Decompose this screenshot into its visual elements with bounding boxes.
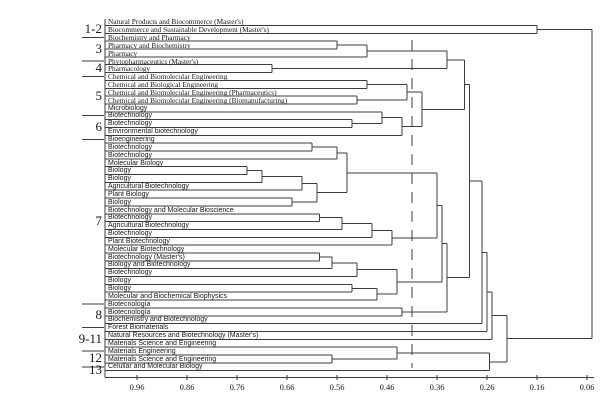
leaf-label: Plant Biotechnology xyxy=(108,237,170,245)
axis-tick-label: 0.16 xyxy=(529,382,545,392)
leaf-label: Biocommerce and Sustainable Development … xyxy=(108,25,269,35)
group-number-label: 4 xyxy=(95,60,103,76)
leaf-label: Agricultural Biotechnology xyxy=(108,183,189,191)
group-number-label: 8 xyxy=(95,307,103,323)
axis-tick-label: 0.36 xyxy=(429,382,445,392)
group-number-label: 13 xyxy=(89,362,102,378)
leaf-label: Biology xyxy=(108,175,131,183)
leaf-label: Biotechnology (Master's) xyxy=(108,253,185,261)
axis-tick-label: 0.46 xyxy=(379,382,395,392)
leaf-label: Chemical and Biomolecular Engineering xyxy=(108,72,228,82)
leaf-label: Biotechnology xyxy=(108,230,152,238)
leaf-label: Chemical and Biological Engineering xyxy=(108,80,219,90)
leaf-label: Chemical and Biomolecular Engineering (P… xyxy=(108,87,277,97)
leaf-label: Biology xyxy=(108,198,131,206)
leaf-label: Biology and Biotechnology xyxy=(108,261,191,269)
leaf-label: Phytopharmaceutics (Master's) xyxy=(108,56,199,66)
leaf-label: Natural Resources and Biotechnology (Mas… xyxy=(108,332,259,340)
group-number-label: 12 xyxy=(89,350,102,366)
leaf-label: Forest Biomaterials xyxy=(108,324,169,332)
leaf-label: Molecular Biology xyxy=(108,159,164,167)
axis-tick-label: 0.56 xyxy=(329,382,345,392)
leaf-label: Biotecnología xyxy=(108,300,151,308)
leaf-label: Biochemistry and Pharmacy xyxy=(108,32,191,42)
leaf-label: Bioengineering xyxy=(108,135,155,143)
leaf-label: Molecular Biotechnology xyxy=(108,245,185,253)
leaf-label: Biology xyxy=(108,285,131,293)
group-number-label: 6 xyxy=(95,118,103,134)
leaf-label: Biology xyxy=(108,277,131,285)
group-number-label: 1-2 xyxy=(84,20,102,36)
leaf-label: Biotechnology and Molecular Bioscience xyxy=(108,206,234,214)
group-number-label: 9-11 xyxy=(78,330,102,346)
leaf-label: Biotechnology xyxy=(108,143,152,151)
leaf-label: Molecular and Biochemical Biophysics xyxy=(108,292,228,300)
leaf-label: Materials Science and Engineering xyxy=(108,339,217,347)
group-number-label: 5 xyxy=(95,87,103,103)
leaf-label: Biochemistry and Biotechnology xyxy=(108,316,208,324)
leaf-label: Environmental biotechnology xyxy=(108,128,198,136)
axis-tick-label: 0.66 xyxy=(279,382,295,392)
leaf-label: Materials Science and Engineering xyxy=(108,355,217,363)
axis-tick-label: 0.76 xyxy=(229,382,245,392)
leaf-label: Biotechnology xyxy=(108,269,152,277)
group-number-label: 3 xyxy=(95,40,103,56)
leaf-label: Agricultural Biotechnology xyxy=(108,222,189,230)
axis-tick-label: 0.96 xyxy=(129,382,145,392)
leaf-label: Biology xyxy=(108,167,131,175)
leaf-label: Biotechnology xyxy=(108,120,152,128)
leaf-label: Biotechnology xyxy=(108,112,152,120)
leaf-label: Celullar and Molecular Biology xyxy=(108,363,203,371)
leaf-label: Pharmacology xyxy=(108,64,151,74)
axis-tick-label: 0.26 xyxy=(479,382,495,392)
group-number-label: 7 xyxy=(95,213,103,229)
leaf-label: Microbiology xyxy=(108,104,148,112)
leaf-label: Pharmacy and Biochemistry xyxy=(108,40,191,50)
leaf-label: Chemical and Biomolecular Engineering (B… xyxy=(108,95,288,105)
axis-tick-label: 0.86 xyxy=(179,382,195,392)
leaf-label: Pharmacy xyxy=(108,48,138,58)
axis-tick-label: 0.06 xyxy=(579,382,595,392)
leaf-label: Materials Engineering xyxy=(108,347,176,355)
leaf-label: Biotechnology xyxy=(108,151,152,159)
leaf-label: Biotechnology xyxy=(108,214,152,222)
leaf-label: Biotecnología xyxy=(108,308,151,316)
leaf-label: Natural Products and Biocommerce (Master… xyxy=(108,17,244,27)
leaf-label: Plant Biology xyxy=(108,190,149,198)
